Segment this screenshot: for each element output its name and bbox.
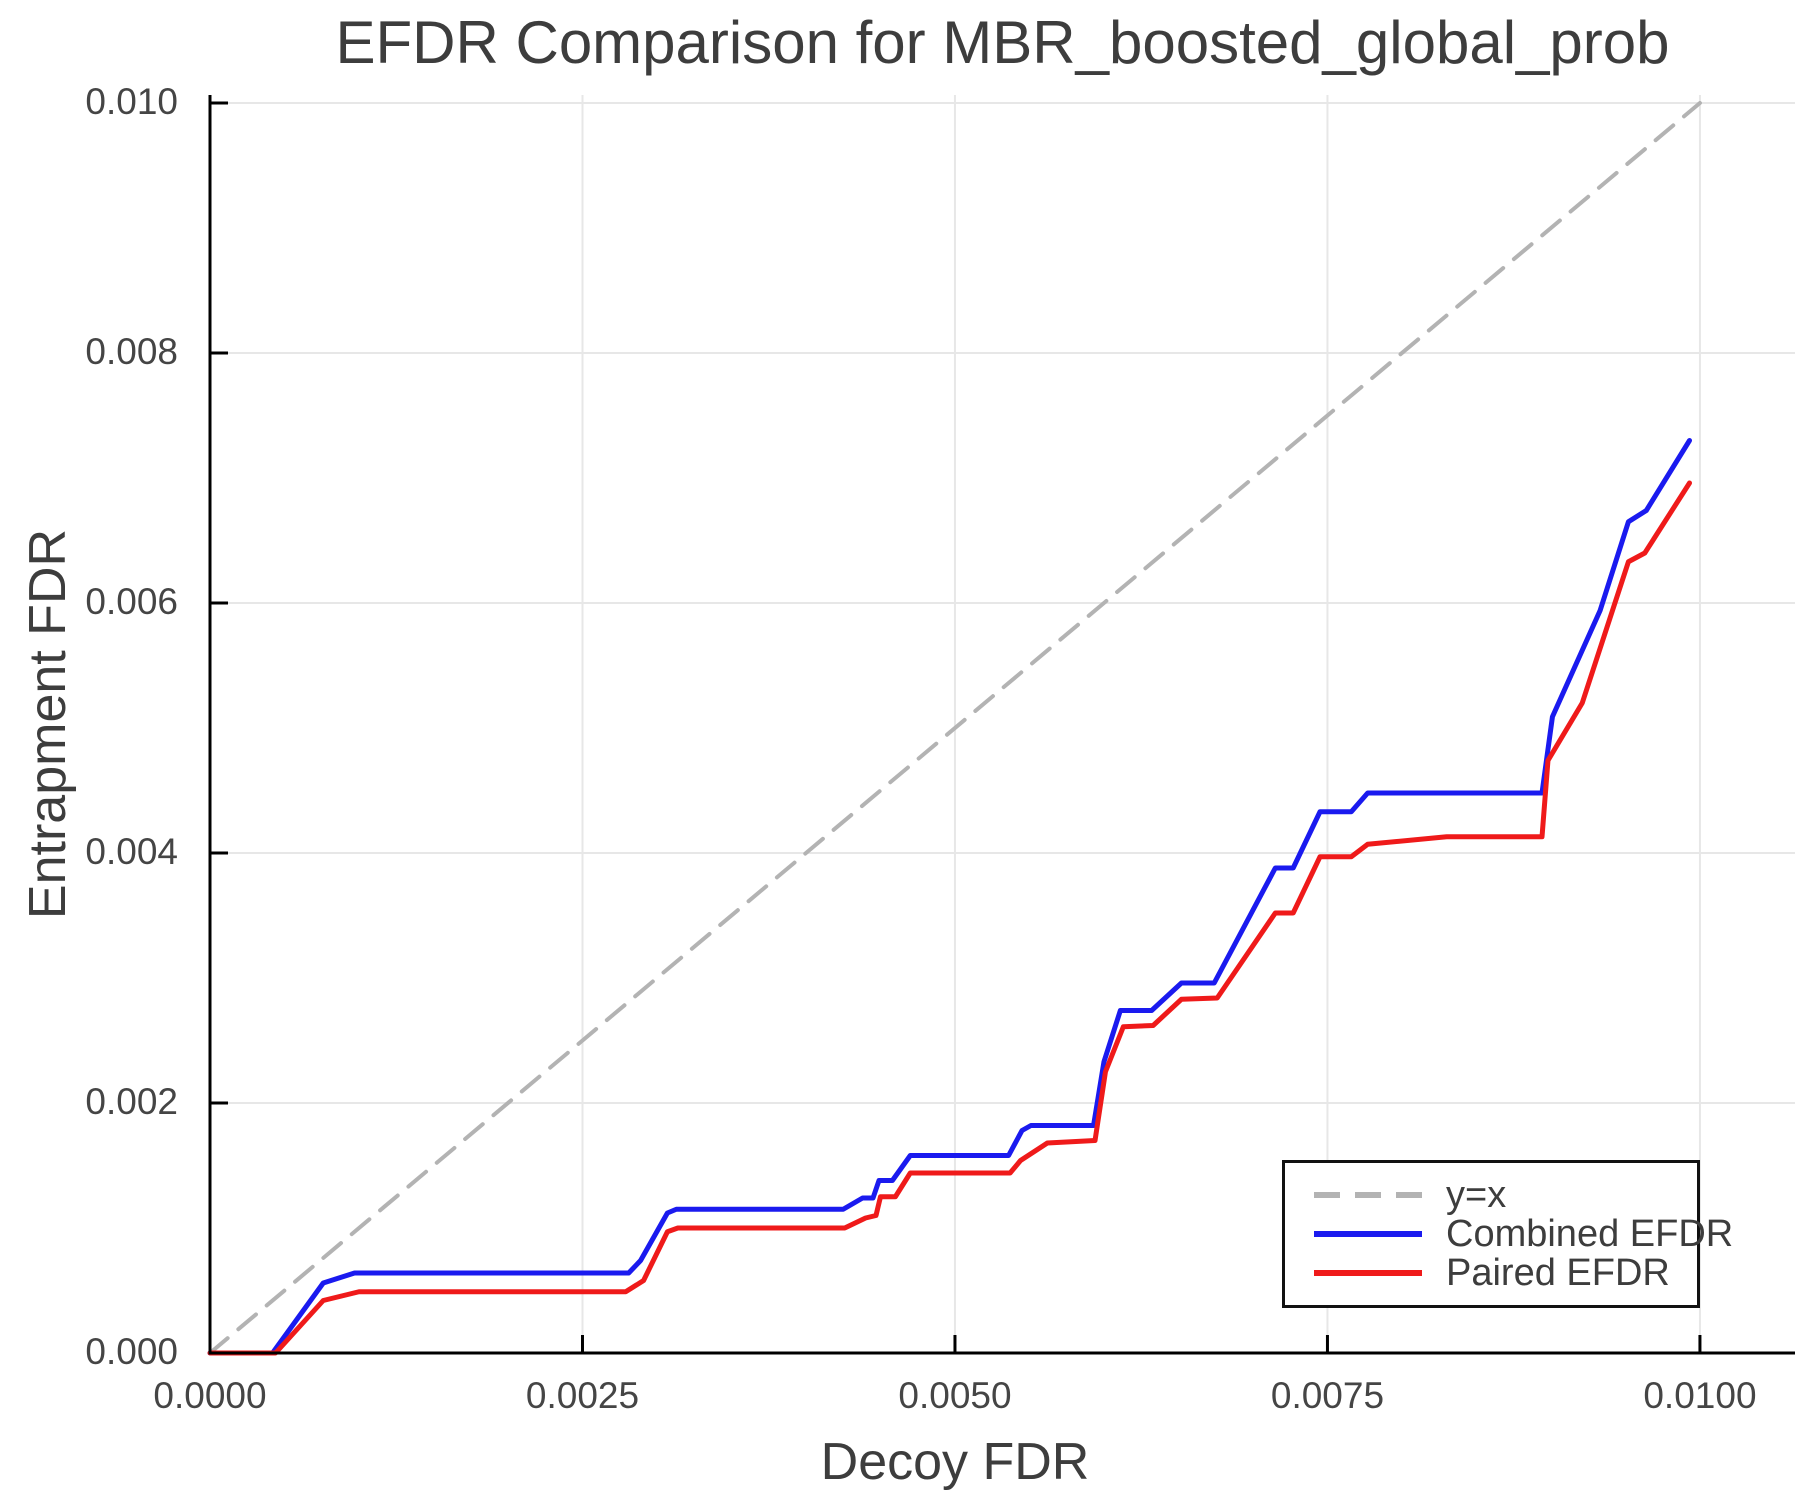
x-tick-label-0.0050: 0.0050 [898, 1375, 1012, 1416]
legend-label: Paired EFDR [1446, 1251, 1670, 1294]
legend-item-paired-efdr: Paired EFDR [1312, 1252, 1697, 1294]
y-tick-label-0.002: 0.002 [85, 1081, 178, 1122]
y-tick-label-0.004: 0.004 [85, 831, 178, 872]
legend-line-sample-icon [1314, 1270, 1422, 1276]
legend-line-sample-icon [1314, 1231, 1422, 1237]
x-tick-label-0.0025: 0.0025 [525, 1375, 640, 1416]
series-line-y-x [208, 101, 1702, 1355]
series-line-combined-efdr [207, 438, 1693, 1356]
legend-item-combined-efdr: Combined EFDR [1312, 1213, 1733, 1255]
x-tick-label-0.0075: 0.0075 [1270, 1375, 1385, 1416]
legend-label: Combined EFDR [1446, 1212, 1734, 1255]
x-axis-label: Decoy FDR [820, 1433, 1090, 1491]
data-series-lines [207, 101, 1702, 1356]
x-tick-label-0.0100: 0.0100 [1643, 1375, 1757, 1416]
y-tick-label-0.008: 0.008 [85, 331, 178, 372]
y-tick-label-0.010: 0.010 [85, 81, 178, 122]
chart-title: EFDR Comparison for MBR_boosted_global_p… [335, 9, 1670, 76]
x-tick-label-0.0000: 0.0000 [153, 1375, 267, 1416]
legend: y=x Combined EFDR Paired EFDR [1282, 1160, 1733, 1308]
legend-line-sample-icon [1314, 1192, 1422, 1198]
y-tick-label-0.006: 0.006 [85, 581, 178, 622]
series-line-paired-efdr [207, 480, 1693, 1356]
legend-label: y=x [1446, 1173, 1507, 1216]
axis-spines-and-ticks [208, 95, 1795, 1355]
y-tick-label-0.000: 0.000 [85, 1331, 178, 1372]
legend-item-y-x: y=x [1312, 1174, 1697, 1216]
